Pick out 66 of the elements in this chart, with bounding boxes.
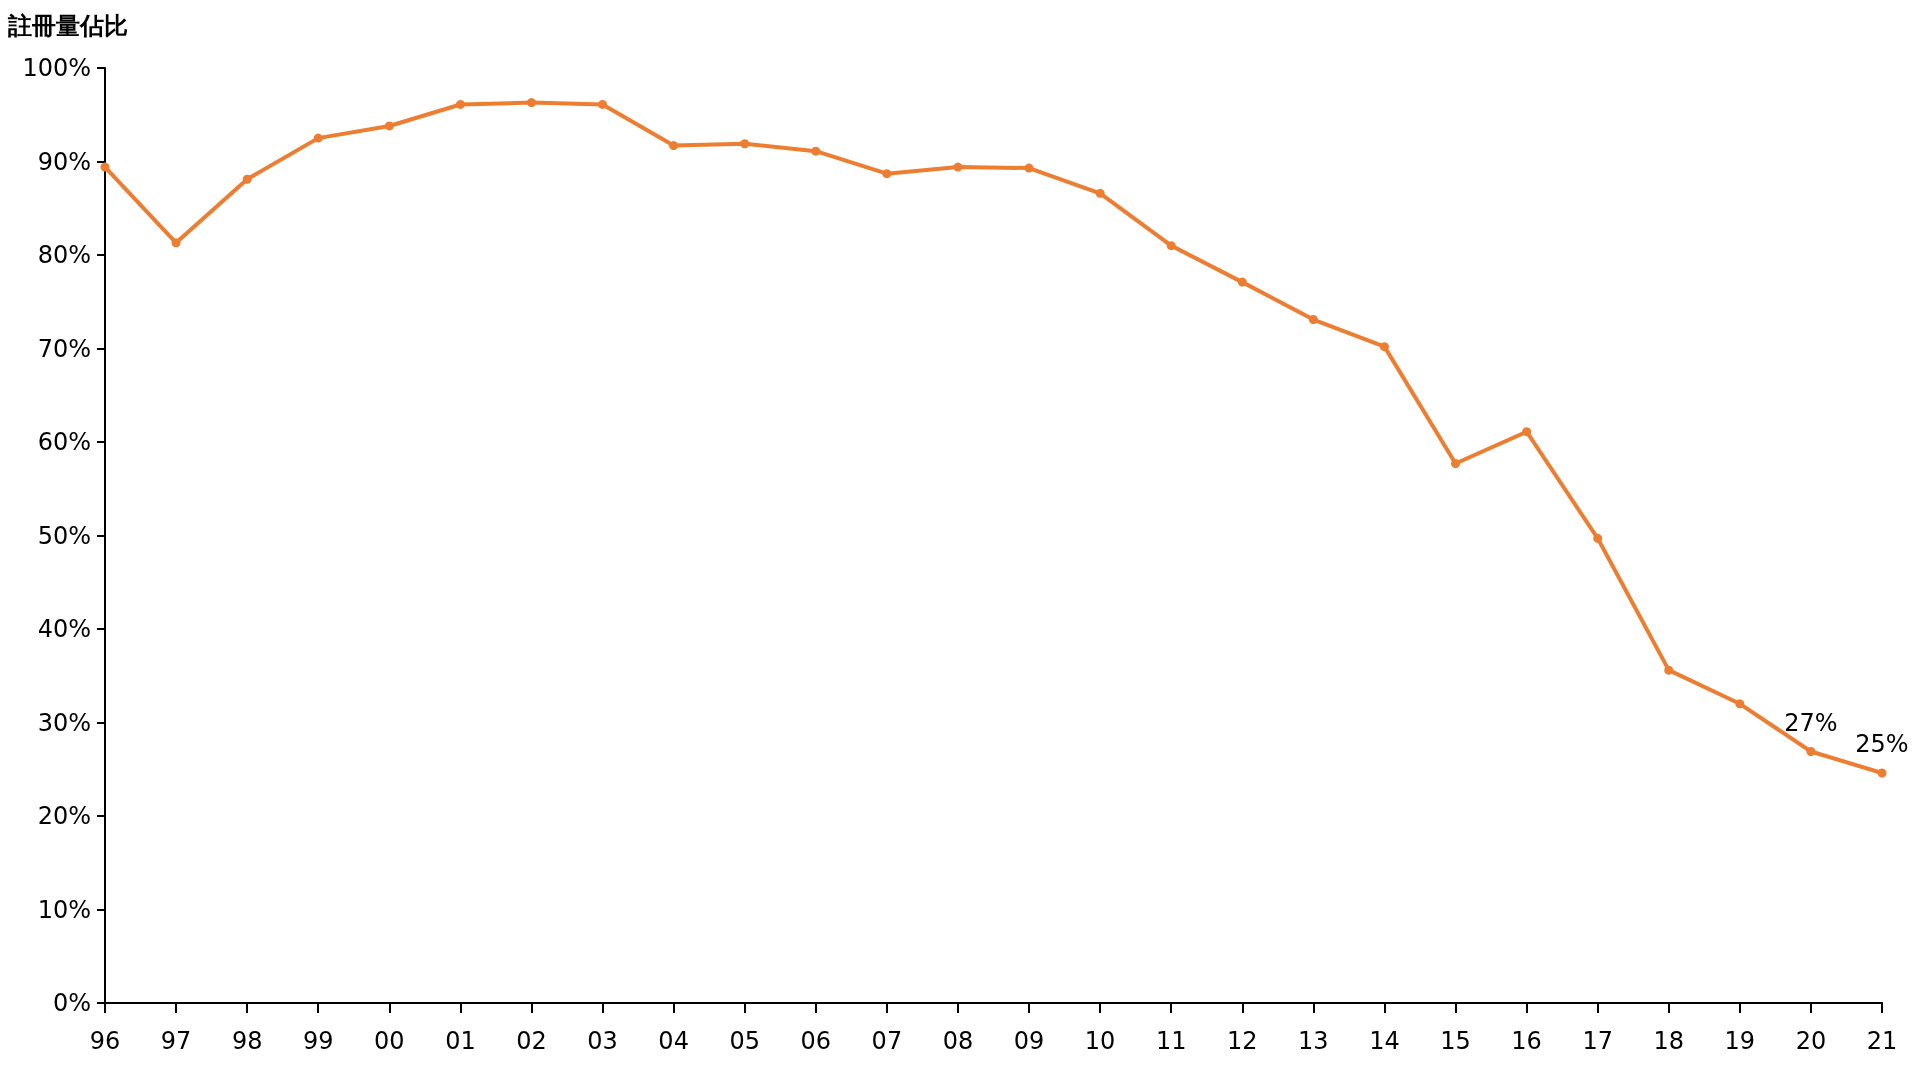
y-tick-label: 0% (52, 989, 91, 1017)
y-tick-label: 80% (37, 241, 91, 269)
x-tick-label: 01 (445, 1027, 476, 1055)
point (526, 98, 536, 108)
x-tick-label: 10 (1084, 1027, 1116, 1055)
point (1806, 746, 1816, 756)
x-tick-label: 16 (1511, 1027, 1542, 1055)
x-tick-label: 17 (1582, 1027, 1613, 1055)
x-tick-label: 15 (1440, 1027, 1471, 1055)
x-tick-label: 99 (302, 1027, 334, 1055)
y-tick-label: 60% (37, 428, 91, 456)
y-tick-label: 70% (37, 334, 91, 363)
point (242, 174, 252, 184)
point (1166, 241, 1176, 251)
point (1024, 163, 1034, 173)
point (1735, 699, 1745, 709)
x-tick-label: 06 (800, 1027, 832, 1055)
y-axis-title: 註冊量佔比 (7, 12, 128, 40)
y-tick-label: 20% (37, 802, 91, 830)
point (1379, 342, 1389, 352)
x-tick-label: 07 (871, 1027, 903, 1055)
point (1593, 533, 1603, 543)
point (384, 121, 394, 131)
y-tick-label: 100% (22, 54, 91, 82)
point (171, 238, 181, 248)
data-label: 27% (1784, 708, 1838, 737)
x-tick-label: 02 (516, 1027, 547, 1055)
x-tick-label: 14 (1369, 1027, 1400, 1055)
point (598, 99, 608, 109)
point (882, 169, 892, 179)
x-tick-label: 09 (1013, 1027, 1045, 1055)
y-tick-label: 40% (37, 615, 91, 643)
point (455, 99, 465, 109)
x-tick-label: 97 (160, 1027, 192, 1055)
y-tick-label: 50% (37, 521, 91, 550)
point (1308, 315, 1318, 325)
point (953, 162, 963, 172)
x-tick-label: 00 (374, 1027, 405, 1055)
x-tick-label: 03 (587, 1027, 618, 1055)
x-tick-label: 20 (1795, 1027, 1827, 1055)
y-tick-label: 10% (37, 895, 91, 924)
x-tick-label: 19 (1724, 1027, 1756, 1055)
point (1664, 665, 1674, 675)
point (1522, 427, 1532, 437)
x-tick-label: 05 (729, 1027, 760, 1055)
x-tick-label: 98 (231, 1027, 263, 1055)
point (669, 141, 679, 151)
x-tick-label: 08 (942, 1027, 974, 1055)
point (1877, 768, 1887, 778)
point (313, 133, 323, 143)
x-tick-label: 96 (89, 1027, 121, 1055)
y-tick-label: 30% (37, 708, 91, 737)
x-tick-label: 11 (1155, 1027, 1187, 1055)
data-label: 25% (1855, 730, 1909, 759)
y-tick-label: 90% (37, 147, 91, 176)
point (1451, 459, 1461, 468)
point (1237, 277, 1247, 287)
point (100, 162, 110, 172)
x-tick-label: 13 (1298, 1027, 1329, 1055)
point (740, 139, 750, 149)
point (811, 146, 821, 156)
x-tick-label: 12 (1227, 1027, 1258, 1055)
point (1095, 188, 1105, 198)
x-tick-label: 04 (658, 1027, 689, 1055)
x-tick-label: 18 (1653, 1027, 1685, 1055)
x-tick-label: 21 (1866, 1027, 1898, 1055)
